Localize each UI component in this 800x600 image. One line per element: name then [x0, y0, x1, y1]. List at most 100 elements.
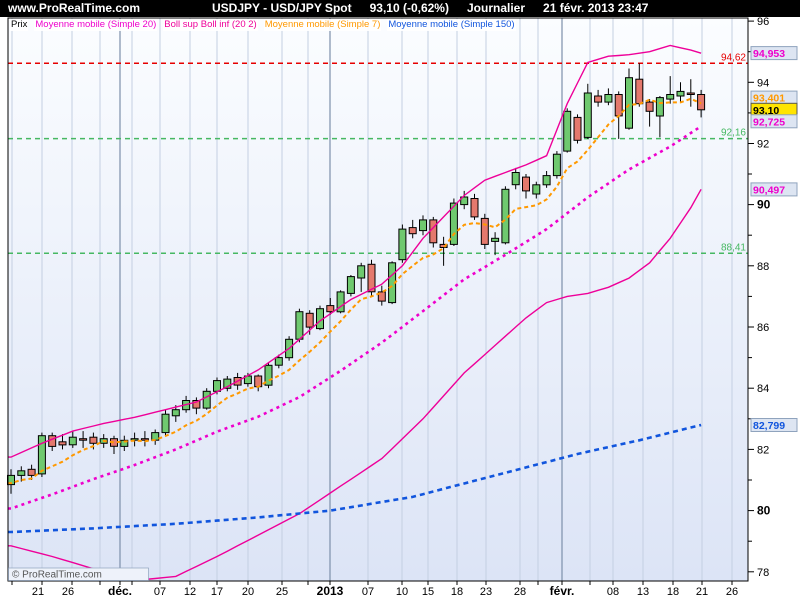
candle-up: [398, 228, 407, 261]
candle-up: [532, 184, 541, 195]
site-logo-text[interactable]: www.ProRealTime.com: [8, 1, 141, 15]
candle-up: [552, 153, 561, 177]
candle-up: [542, 175, 551, 186]
last-price-change: 93,10 (-0,62%): [369, 1, 449, 15]
candle-up: [17, 470, 26, 476]
candle-up: [37, 435, 46, 475]
y-axis-label: 80: [757, 504, 771, 518]
legend-ma20[interactable]: Moyenne mobile (Simple 20): [34, 19, 158, 31]
candle-up: [583, 92, 592, 138]
candle-up: [202, 390, 211, 409]
x-axis-label: 28: [514, 586, 526, 598]
ma20-line: [8, 125, 702, 510]
y-axis-label: 92: [757, 139, 769, 151]
candle-down: [522, 176, 530, 192]
x-axis-label: 26: [726, 586, 738, 598]
candle-down: [408, 227, 417, 235]
x-axis-label: 07: [154, 586, 166, 598]
axis-value-label: 94,953: [753, 48, 785, 60]
axis-value-label: 92,725: [753, 116, 785, 128]
candle-up: [274, 357, 283, 366]
candle-up: [264, 364, 273, 386]
x-axis-label: 2013: [317, 584, 344, 598]
candle-down: [27, 468, 36, 476]
x-axis-label: 20: [242, 586, 254, 598]
price-levels: 94,62 92,16 88,41: [8, 52, 748, 255]
candle-up: [449, 202, 458, 245]
time-axis[interactable]: 21 26 déc. 07 12 17 20 25 2013 07 10 15 18 23 28 févr. 0…: [11, 581, 738, 598]
indicator-value-box: [750, 114, 798, 129]
y-axis-label: 78: [757, 567, 769, 579]
candle-down: [89, 436, 98, 444]
title-bar: www.ProRealTime.com USDJPY - USD/JPY Spo…: [0, 0, 800, 17]
x-axis-label: 15: [422, 586, 434, 598]
candle-down: [326, 305, 335, 313]
y-axis-label: 90: [757, 198, 771, 212]
candle-up: [460, 196, 469, 206]
candle-down: [48, 435, 57, 447]
candle-up: [625, 77, 633, 129]
candle-down: [367, 263, 376, 293]
watermark-text: © ProRealTime.com: [12, 570, 102, 581]
x-axis-label: févr.: [550, 584, 575, 598]
x-axis-label: 10: [396, 586, 408, 598]
legend-ma150[interactable]: Moyenne mobile (Simple 150): [387, 19, 516, 31]
candle-down: [58, 441, 67, 446]
candle-up: [357, 265, 366, 279]
legend-ma7[interactable]: Moyenne mobile (Simple 7): [263, 19, 382, 31]
legend-price[interactable]: Prix: [10, 19, 29, 31]
candles-layer: [7, 63, 706, 494]
candle-up: [295, 311, 304, 340]
quote-datetime: 21 févr. 2013 23:47: [543, 1, 649, 15]
candle-down: [439, 243, 448, 248]
x-axis-label: 25: [276, 586, 288, 598]
ma150-line: [8, 423, 702, 534]
candle-up: [223, 378, 232, 389]
chart-title-group: USDJPY - USD/JPY Spot 93,10 (-0,62%) Jou…: [212, 1, 648, 15]
candle-down: [254, 375, 263, 388]
level-label: 88,41: [721, 242, 746, 253]
legend-bollinger[interactable]: Boll sup Boll inf (20 2): [163, 19, 258, 31]
plot-frame: [7, 17, 749, 582]
price-axis[interactable]: 78 80 82 84 86 88 90 92 94 96: [748, 16, 771, 579]
candle-down: [697, 94, 706, 111]
x-axis-label: 23: [480, 586, 492, 598]
candle-down: [79, 438, 88, 441]
candle-down: [594, 95, 603, 103]
y-axis-label: 82: [757, 444, 769, 456]
axis-value-label: 93,10: [753, 105, 779, 117]
x-axis-label: 18: [451, 586, 463, 598]
candle-up: [419, 219, 427, 232]
level-label: 94,62: [721, 52, 746, 63]
x-axis-label: 26: [62, 586, 74, 598]
y-axis-label: 86: [757, 322, 769, 334]
x-axis-label: 08: [607, 586, 619, 598]
indicator-value-box: [750, 418, 798, 432]
y-axis-label: 88: [757, 261, 769, 273]
candle-up: [563, 110, 572, 152]
level-label: 92,16: [721, 128, 746, 139]
watermark-box: [8, 567, 149, 581]
candle-up: [604, 94, 613, 103]
timeframe-label: Journalier: [466, 1, 526, 15]
candle-down: [686, 92, 695, 95]
bollinger-upper-line: [8, 44, 702, 458]
x-axis-label: 13: [637, 586, 649, 598]
candle-up: [491, 237, 500, 242]
x-axis-label: déc.: [108, 584, 132, 598]
y-axis-label: 84: [757, 383, 769, 395]
ma7-line: [8, 97, 702, 485]
indicator-value-box: [750, 46, 798, 61]
x-axis-label: 21: [696, 586, 708, 598]
candle-up: [161, 413, 170, 434]
candle-down: [192, 400, 201, 409]
axis-value-label: 90,497: [753, 184, 785, 196]
y-axis-label: 94: [757, 77, 769, 89]
axis-value-label: 82,799: [753, 420, 785, 432]
candle-down: [305, 312, 314, 328]
axis-value-label: 93,401: [753, 93, 785, 105]
candle-up: [655, 97, 664, 117]
vertical-gridlines: [11, 18, 733, 581]
